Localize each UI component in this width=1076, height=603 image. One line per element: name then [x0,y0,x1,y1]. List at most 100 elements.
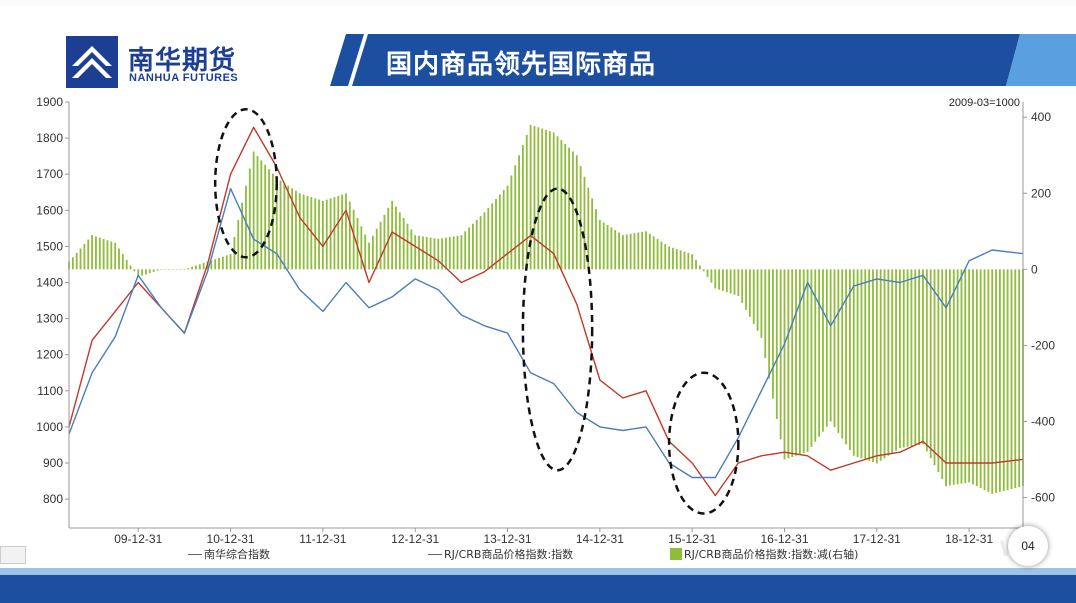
diff-bar [910,269,913,447]
diff-bar [437,238,440,270]
diff-bar [71,257,74,270]
diff-bar [221,256,224,270]
diff-bar [991,269,994,494]
diff-bar [860,269,863,459]
diff-bar [487,207,490,270]
diff-bar [187,268,190,270]
x-tick-label: 16-12-31 [760,532,808,546]
diff-bar [895,269,897,451]
diff-bar [718,269,721,290]
diff-bar [464,231,467,270]
diff-bar [656,238,659,270]
diff-bar [445,237,447,270]
x-tick-label: 09-12-31 [114,532,162,546]
diff-bar [398,212,401,270]
diff-bar [733,269,736,295]
diff-bar [783,269,786,460]
diff-bar [402,218,405,270]
legend-diff-label: RJ/CRB商品价格指数:指数:减(右轴) [684,548,859,561]
diff-bar [791,269,794,457]
diff-bar [698,265,701,270]
right-tick-label: 200 [1031,186,1051,200]
x-tick-label: 13-12-31 [484,532,532,546]
page-number-badge: 04 [1008,526,1048,566]
diff-bar [368,242,370,270]
legend-line-icon [428,553,442,555]
diff-bar [787,269,790,459]
diff-bar [929,269,932,459]
diff-bar [606,224,609,270]
left-tick-label: 1800 [36,131,63,145]
diff-bar [975,269,978,487]
left-tick-label: 1200 [36,348,63,362]
diff-bar [183,269,186,270]
diff-bar [295,190,297,270]
diff-bar [583,176,586,270]
diff-bar [918,269,921,445]
diff-bar [852,269,855,456]
diff-bar [441,238,444,270]
diff-bar [137,269,140,277]
diff-bar [1018,269,1021,488]
diff-bar [121,254,124,270]
diff-bar [933,269,936,466]
diff-bar [91,235,93,270]
diff-bar [1014,269,1017,489]
diff-bar [602,222,605,270]
diff-bar [179,269,182,270]
diff-bar [622,235,624,270]
diff-bar [375,228,378,270]
diff-bar [983,269,986,490]
diff-bar [422,236,424,270]
diff-bar [722,269,724,291]
diff-bar [537,127,540,270]
diff-bar [275,178,278,270]
diff-bar [406,223,409,270]
rjcrb-diff-bars [68,124,1024,494]
diff-bar [960,269,963,484]
diff-bar [875,269,878,464]
diff-bar [772,269,774,399]
diff-bar [472,223,474,270]
legend-line-icon [188,553,202,555]
diff-bar [75,252,78,270]
diff-bar [925,269,928,452]
diff-bar [829,269,832,422]
diff-bar [125,259,128,270]
legend-diff: RJ/CRB商品价格指数:指数:减(右轴) [670,546,858,562]
diff-bar [410,229,413,270]
diff-bar [291,188,294,270]
diff-bar [764,269,767,359]
x-tick-label: 14-12-31 [576,532,624,546]
diff-bar [629,233,632,270]
diff-bar [595,209,597,270]
diff-bar [279,180,282,270]
legend-nanhua: 南华综合指数 [188,546,270,562]
diff-bar [310,197,313,270]
diff-bar [356,218,359,270]
diff-bar [337,195,340,270]
diff-bar [95,236,97,270]
diff-bar [591,198,594,270]
diff-bar [491,203,494,270]
diff-bar [483,212,486,270]
diff-bar [245,185,247,270]
diff-bar [268,169,270,270]
diff-bar [868,269,871,461]
diff-bar [679,250,682,270]
right-tick-label: -600 [1031,491,1055,505]
diff-bar [414,235,417,270]
diff-bar [364,234,367,270]
diff-bar [802,269,805,454]
diff-bar [999,269,1001,492]
diff-bar [318,199,320,270]
diff-bar [691,254,694,270]
diff-bar [456,235,459,270]
diff-bar [302,194,305,270]
diff-bar [710,269,713,283]
diff-bar [468,227,470,270]
diff-bar [614,230,617,270]
diff-bar [1006,269,1009,490]
diff-bar [448,237,451,270]
diff-bar [1002,269,1005,491]
